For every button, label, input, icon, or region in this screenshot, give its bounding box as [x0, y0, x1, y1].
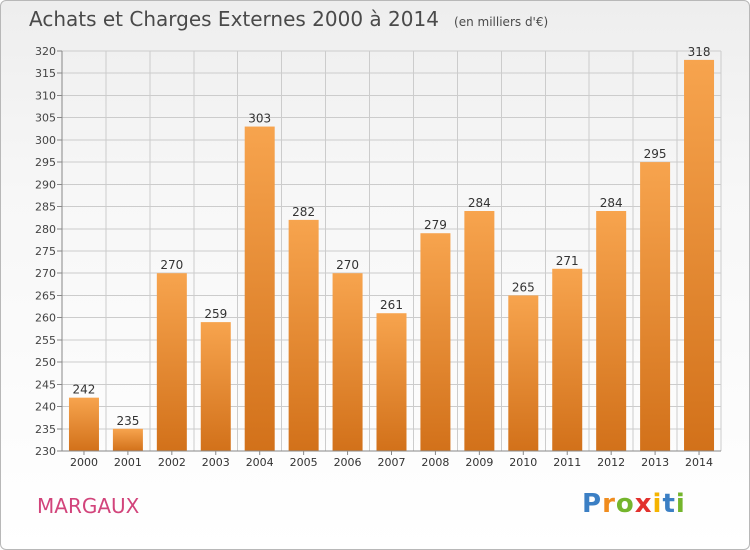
data-label: 235	[116, 414, 139, 428]
y-tick-label: 230	[35, 445, 56, 458]
data-label: 265	[512, 280, 535, 294]
data-label: 282	[292, 205, 315, 219]
bar	[508, 295, 539, 451]
data-label: 284	[600, 196, 623, 210]
x-tick-label: 2012	[597, 456, 625, 469]
bar	[200, 322, 231, 451]
logo-letter: P	[582, 489, 603, 519]
x-tick-label: 2005	[290, 456, 318, 469]
y-tick-label: 320	[35, 45, 56, 58]
data-labels: 242 235 270 259 303 282 270 261 279 284 265 271 284 2…	[73, 45, 711, 428]
data-label: 270	[160, 258, 183, 272]
chart-title: Achats et Charges Externes 2000 à 2014	[29, 7, 439, 31]
y-tick-label: 285	[35, 201, 56, 214]
bar	[376, 313, 407, 451]
y-tick-label: 280	[35, 223, 56, 236]
data-label: 318	[688, 45, 711, 59]
bar	[288, 219, 319, 451]
x-tick-label: 2000	[70, 456, 98, 469]
x-tick-label: 2007	[378, 456, 406, 469]
bars	[68, 59, 715, 452]
y-tick-label: 240	[35, 401, 56, 414]
bar	[464, 211, 495, 451]
y-tick-label: 315	[35, 67, 56, 80]
data-label: 303	[248, 112, 271, 126]
data-label: 242	[73, 383, 96, 397]
data-label: 295	[644, 147, 667, 161]
data-label: 259	[204, 307, 227, 321]
x-tick-label: 2010	[509, 456, 537, 469]
axes: 230 235 240 245 250 255 260 265 270 275 280 285 290 2…	[35, 45, 721, 469]
y-tick-label: 265	[35, 289, 56, 302]
bar	[112, 428, 143, 451]
x-tick-label: 2001	[114, 456, 142, 469]
x-tick-label: 2011	[553, 456, 581, 469]
x-tick-label: 2002	[158, 456, 186, 469]
x-tick-label: 2013	[641, 456, 669, 469]
data-label: 271	[556, 254, 579, 268]
bar	[68, 397, 99, 451]
x-tick-label: 2014	[685, 456, 713, 469]
bar	[684, 59, 715, 452]
y-tick-label: 260	[35, 312, 56, 325]
x-tick-label: 2003	[202, 456, 230, 469]
y-tick-label: 255	[35, 334, 56, 347]
proxiti-logo[interactable]: Proxiti	[582, 489, 686, 519]
x-tick-label: 2008	[421, 456, 449, 469]
logo-letter: i	[652, 489, 663, 519]
y-tick-label: 245	[35, 378, 56, 391]
logo-letter: r	[602, 489, 616, 519]
logo-letter: t	[662, 489, 676, 519]
logo-letter: x	[634, 489, 653, 519]
data-label: 279	[424, 218, 447, 232]
y-tick-label: 270	[35, 267, 56, 280]
y-tick-label: 310	[35, 89, 56, 102]
bar	[552, 268, 583, 451]
bar	[156, 273, 187, 451]
x-tick-label: 2006	[334, 456, 362, 469]
chart-subtitle: (en milliers d'€)	[454, 15, 549, 29]
x-tick-label: 2004	[246, 456, 274, 469]
y-tick-label: 295	[35, 156, 56, 169]
y-tick-label: 305	[35, 112, 56, 125]
bar	[596, 211, 627, 451]
bar	[244, 126, 275, 452]
bar	[640, 162, 671, 451]
logo-letter: i	[675, 489, 686, 519]
y-tick-label: 275	[35, 245, 56, 258]
y-tick-label: 290	[35, 178, 56, 191]
data-label: 270	[336, 258, 359, 272]
commune-name: MARGAUX	[37, 494, 140, 518]
y-tick-label: 300	[35, 134, 56, 147]
logo-letter: o	[615, 489, 635, 519]
data-label: 261	[380, 298, 403, 312]
bar	[332, 273, 363, 451]
bar	[420, 233, 451, 451]
data-label: 284	[468, 196, 491, 210]
x-tick-label: 2009	[465, 456, 493, 469]
y-tick-label: 235	[35, 423, 56, 436]
y-tick-label: 250	[35, 356, 56, 369]
title-row: Achats et Charges Externes 2000 à 2014 (…	[29, 7, 548, 31]
